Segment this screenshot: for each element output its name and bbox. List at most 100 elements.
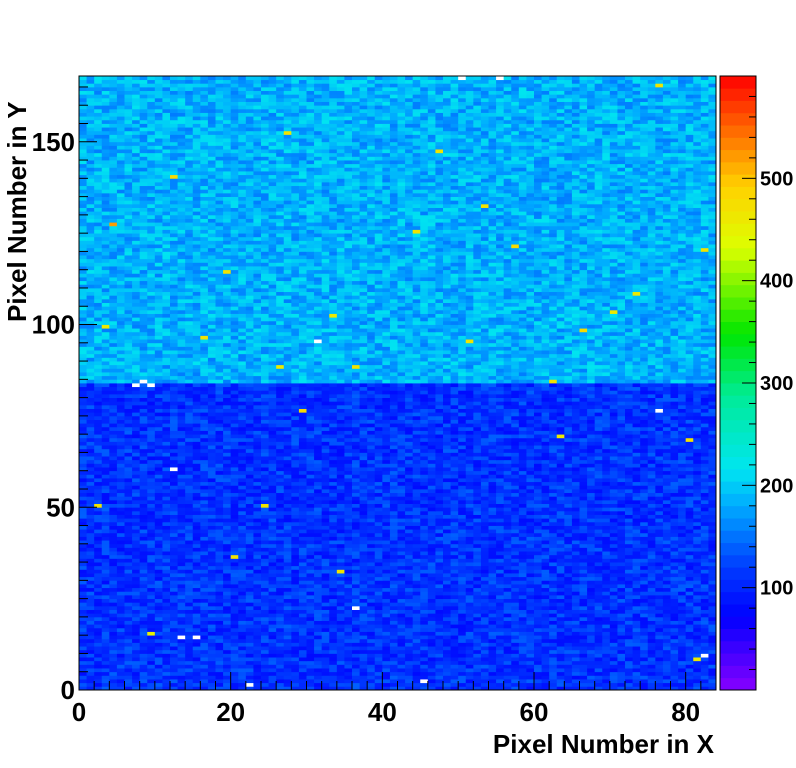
heatmap-cell	[700, 609, 709, 614]
heatmap-cell	[526, 679, 535, 684]
heatmap-cell	[321, 518, 330, 523]
heatmap-cell	[503, 657, 512, 662]
heatmap-cell	[185, 573, 194, 578]
heatmap-cell	[79, 646, 87, 651]
heatmap-cell	[571, 521, 580, 526]
heatmap-cell	[587, 638, 596, 643]
heatmap-cell	[708, 481, 717, 486]
heatmap-cell	[306, 584, 315, 589]
heatmap-cell	[94, 543, 103, 548]
heatmap-cell	[245, 485, 254, 490]
heatmap-cell	[685, 547, 694, 552]
heatmap-cell	[207, 521, 216, 526]
heatmap-cell	[647, 521, 656, 526]
heatmap-cell	[86, 540, 95, 545]
heatmap-cell	[283, 510, 292, 515]
heatmap-cell	[625, 591, 633, 596]
heatmap-cell	[132, 532, 141, 537]
heatmap-cell	[647, 536, 656, 541]
heatmap-cell	[94, 584, 103, 589]
heatmap-cell	[571, 649, 580, 654]
heatmap-cell	[685, 613, 694, 618]
heatmap-cell	[480, 660, 489, 665]
heatmap-cell	[617, 496, 626, 501]
heatmap-cell	[594, 627, 603, 632]
heatmap-cell	[86, 485, 95, 490]
heatmap-cell	[230, 507, 239, 512]
heatmap-cell	[291, 624, 300, 629]
heatmap-cell	[412, 496, 421, 501]
heatmap-cell	[352, 657, 360, 662]
heatmap-cell	[480, 653, 489, 658]
heatmap-cell	[541, 525, 550, 530]
heatmap-cell	[162, 635, 171, 640]
heatmap-cell	[579, 594, 588, 600]
heatmap-cell	[473, 642, 482, 647]
heatmap-cell	[655, 488, 664, 494]
heatmap-cell	[685, 569, 694, 574]
heatmap-cell	[412, 525, 421, 530]
heatmap-cell	[86, 518, 95, 523]
heatmap-cell	[352, 682, 360, 687]
heatmap-cell	[245, 510, 254, 515]
heatmap-cell	[443, 532, 451, 537]
heatmap-cell	[132, 613, 141, 618]
heatmap-cell	[632, 532, 641, 537]
heatmap-cell	[314, 543, 323, 548]
heatmap-cell	[640, 573, 649, 578]
heatmap-cell	[412, 602, 421, 607]
heatmap-cell	[185, 565, 194, 570]
heatmap-cell	[245, 591, 254, 596]
heatmap-cell	[79, 649, 87, 654]
heatmap-cell	[625, 576, 633, 581]
heatmap-cell	[405, 536, 414, 541]
heatmap-cell	[185, 485, 194, 490]
heatmap-cell	[344, 635, 353, 640]
heatmap-cell	[139, 514, 148, 519]
heatmap-cell	[443, 510, 451, 515]
heatmap-cell	[458, 609, 467, 614]
heatmap-cell	[215, 598, 224, 603]
heatmap-cell	[321, 536, 330, 541]
heatmap-cell	[192, 496, 201, 501]
heatmap-cell	[329, 547, 338, 552]
heatmap-cell	[435, 532, 444, 537]
heatmap-cell	[147, 525, 156, 530]
heatmap-cell	[276, 580, 285, 585]
heatmap-cell	[185, 503, 194, 508]
heatmap-cell	[632, 660, 641, 665]
heatmap-cell	[321, 657, 330, 662]
heatmap-cell	[382, 638, 391, 643]
heatmap-cell	[185, 470, 194, 475]
heatmap-cell	[549, 613, 558, 618]
heatmap-cell	[314, 565, 323, 570]
heatmap-cell	[177, 470, 186, 475]
heatmap-cell	[329, 554, 338, 559]
heatmap-cell	[359, 602, 368, 607]
heatmap-cell	[101, 481, 110, 486]
heatmap-cell	[480, 562, 489, 567]
heatmap-cell	[367, 496, 376, 501]
heatmap-cell	[473, 616, 482, 621]
heatmap-cell	[352, 551, 360, 556]
heatmap-cell	[549, 521, 558, 526]
heatmap-cell	[700, 642, 709, 647]
heatmap-cell	[170, 679, 178, 684]
heatmap-cell	[162, 573, 171, 578]
heatmap-cell	[162, 686, 171, 691]
heatmap-cell	[154, 532, 163, 537]
heatmap-cell	[298, 565, 307, 570]
heatmap-cell	[594, 620, 603, 625]
heatmap-cell	[276, 558, 285, 563]
heatmap-cell	[215, 609, 224, 614]
heatmap-cell	[526, 529, 535, 534]
heatmap-cell	[503, 679, 512, 684]
heatmap-cell	[662, 532, 671, 537]
heatmap-cell	[511, 558, 520, 563]
heatmap-cell	[207, 478, 216, 483]
heatmap-cell	[450, 514, 459, 519]
heatmap-cell	[94, 576, 103, 581]
heatmap-cell	[154, 657, 163, 662]
heatmap-cell	[518, 532, 527, 537]
heatmap-cell	[245, 496, 254, 501]
